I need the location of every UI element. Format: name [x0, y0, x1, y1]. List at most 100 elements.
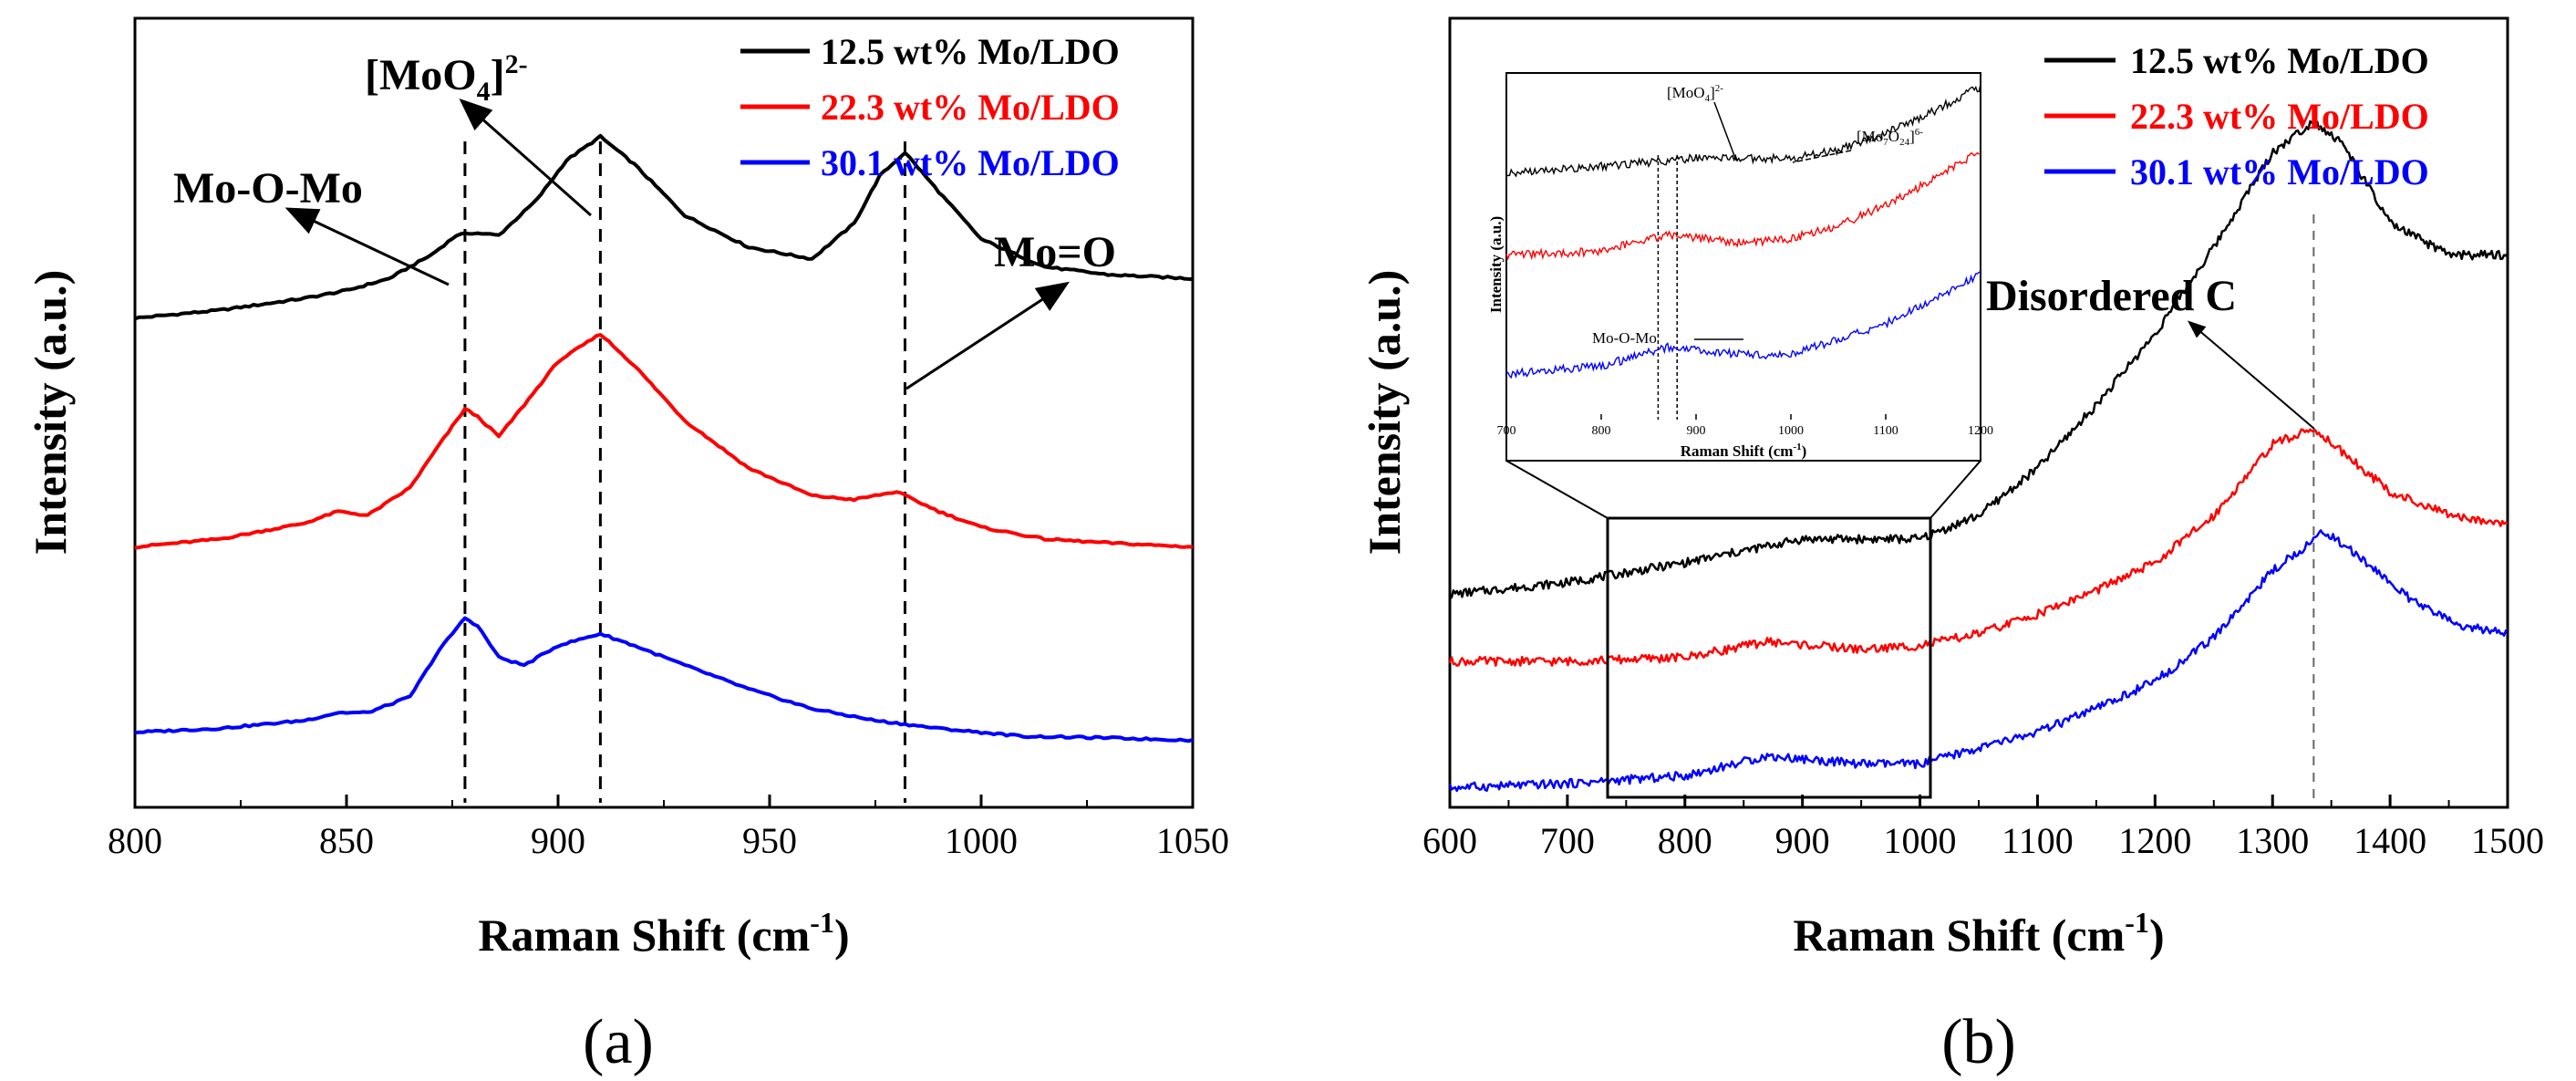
inset-x-axis-title-text: Raman Shift (cm [1681, 442, 1794, 460]
annotation-text-mo-o-mo: Mo-O-Mo [173, 164, 363, 213]
series-line-b-1 [1450, 120, 2509, 599]
x-axis-title-a-sup: -1 [810, 906, 834, 939]
x-axis-title-b-sup: -1 [2125, 906, 2149, 939]
x-tick-label-b-1500: 1500 [2471, 820, 2544, 861]
legend-a-label-2: 22.3 wt% Mo/LDO [821, 87, 1120, 128]
x-axis-title-b-end: ) [2149, 909, 2165, 961]
legend-a: 12.5 wt% Mo/LDO 22.3 wt% Mo/LDO 30.1 wt%… [740, 31, 1120, 183]
inset-annotation-moo4-close: ] [1710, 84, 1715, 101]
inset-x-tick-label-900: 900 [1687, 424, 1706, 438]
x-tick-label-b-1200: 1200 [2118, 820, 2191, 861]
legend-a-label-1: 12.5 wt% Mo/LDO [821, 31, 1120, 72]
arrow-mo-eq-o [905, 281, 1071, 390]
arrow-disordered-c [2187, 320, 2315, 430]
annotation-text-disordered-c: Disordered C [1986, 272, 2237, 320]
x-tick-label-b-1000: 1000 [1884, 820, 1957, 861]
series-line-a-1 [134, 133, 1194, 321]
annotation-mo-o-mo: Mo-O-Mo [173, 164, 450, 286]
series-line-a-2 [134, 333, 1194, 550]
series-b [1448, 120, 2509, 793]
inset-series-line-1 [1505, 83, 1981, 178]
x-axis-title-a-end: ) [834, 909, 850, 961]
inset-annotation-moo4-base: [MoO [1667, 84, 1705, 101]
legend-a-label-3: 30.1 wt% Mo/LDO [821, 142, 1120, 183]
series-line-b-2 [1448, 428, 2509, 667]
inset-frame [1505, 72, 1981, 462]
inset-annotation-mo7o24-close: ] [1909, 128, 1915, 145]
inset-x-ticks: 700 800 900 1000 1100 1200 [1497, 414, 1993, 438]
inset-annotation-moo4: [MoO4]2- [1667, 83, 1723, 104]
inset-annotation-moo4-sup: 2- [1715, 83, 1724, 94]
series-a [134, 133, 1194, 743]
x-axis-title-b: Raman Shift (cm-1) [1793, 906, 2164, 961]
x-tick-label-a-1050: 1050 [1156, 820, 1229, 861]
plot-frame-a [133, 16, 1195, 809]
annotation-moo4-base: [MoO [365, 51, 477, 99]
inset-arrow-moo4 [1713, 101, 1737, 161]
annotation-moo4-sub: 4 [477, 77, 491, 107]
panel-label-b: (b) [1941, 1007, 2016, 1077]
inset-series-line-3 [1505, 271, 1981, 379]
legend-b-label-3: 30.1 wt% Mo/LDO [2130, 151, 2429, 192]
x-tick-label-b-600: 600 [1422, 820, 1477, 861]
inset-x-tick-label-800: 800 [1592, 424, 1611, 438]
legend-b-label-1: 12.5 wt% Mo/LDO [2130, 40, 2429, 81]
annotation-text-moo4: [MoO4]2- [365, 49, 528, 107]
inset-annotation-mo7o24-mid: O [1888, 128, 1899, 145]
x-ticks-a: 800 850 900 950 1000 1050 [108, 795, 1229, 861]
inset-vlines [1657, 155, 1678, 420]
x-tick-label-a-850: 850 [319, 820, 374, 861]
inset-arrow-mo7o24 [1792, 150, 1852, 163]
inset-annotation-mo7o24: [Mo7O24]6- [1857, 127, 1923, 148]
annotation-moo4: [MoO4]2- [365, 49, 592, 217]
inset-y-axis-title: Intensity (a.u.) [1487, 216, 1505, 313]
zoom-connector-right [1929, 460, 1981, 519]
x-tick-label-b-1100: 1100 [2002, 820, 2074, 861]
panel-label-a: (a) [583, 1007, 654, 1077]
legend-b-label-2: 22.3 wt% Mo/LDO [2130, 96, 2429, 137]
arrow-moo4 [459, 99, 592, 217]
inset-annotation-mo7o24-sup: 6- [1915, 127, 1924, 138]
x-tick-label-b-1400: 1400 [2354, 820, 2426, 861]
inset-x-tick-label-700: 700 [1497, 424, 1516, 438]
vlines-a [463, 141, 906, 803]
inset-annotation-moo4-sub: 4 [1705, 93, 1711, 104]
inset-x-axis-title-end: ) [1802, 442, 1807, 460]
zoom-connector-left [1505, 460, 1609, 519]
inset-x-tick-label-1100: 1100 [1873, 424, 1898, 438]
zoom-region-box [1606, 516, 1932, 799]
x-tick-label-a-1000: 1000 [945, 820, 1018, 861]
annotation-mo-eq-o: Mo=O [905, 228, 1116, 390]
annotation-text-mo-eq-o: Mo=O [994, 228, 1116, 276]
annotation-moo4-sup: 2- [505, 49, 528, 79]
x-tick-label-b-700: 700 [1540, 820, 1595, 861]
x-tick-label-b-800: 800 [1658, 820, 1712, 861]
inset-x-tick-label-1000: 1000 [1778, 424, 1804, 438]
x-axis-title-b-text: Raman Shift (cm [1793, 909, 2125, 961]
series-line-b-3 [1448, 529, 2509, 793]
inset-series [1505, 83, 1981, 379]
x-tick-label-a-900: 900 [531, 820, 585, 861]
inset-annotation-mo7o24-base: [Mo [1857, 128, 1883, 145]
x-tick-label-b-1300: 1300 [2236, 820, 2309, 861]
inset-plot: 700 800 900 1000 1100 1200 [MoO4]2- [Mo7O24]6… [1487, 72, 1993, 462]
legend-b: 12.5 wt% Mo/LDO 22.3 wt% Mo/LDO 30.1 wt%… [2044, 40, 2429, 192]
inset-annotation-mo7o24-sub1: 7 [1883, 137, 1888, 148]
inset-series-line-2 [1505, 151, 1981, 261]
x-tick-label-a-950: 950 [742, 820, 797, 861]
inset-annotation-mo7o24-sub2: 24 [1899, 137, 1910, 148]
x-axis-title-a-text: Raman Shift (cm [478, 909, 810, 961]
arrow-mo-o-mo [284, 207, 450, 286]
chart-panel-b: 600 700 800 900 1000 1100 1200 1300 1400 1500 700… [1359, 16, 2544, 1077]
chart-panel-a: 800 850 900 950 1000 1050 Mo-O-Mo [MoO4]2- Mo… [25, 16, 1229, 1077]
series-line-a-3 [134, 616, 1194, 743]
inset-x-axis-title-sup: -1 [1793, 442, 1801, 452]
x-tick-label-b-900: 900 [1775, 820, 1830, 861]
inset-x-axis-title: Raman Shift (cm-1) [1681, 442, 1807, 460]
x-ticks-b: 600 700 800 900 1000 1100 1200 1300 1400 1500 [1422, 795, 2544, 861]
inset-x-tick-label-1200: 1200 [1968, 424, 1993, 438]
y-axis-title-a: Intensity (a.u.) [25, 270, 76, 556]
y-axis-title-b: Intensity (a.u.) [1359, 270, 1410, 556]
x-tick-label-a-800: 800 [108, 820, 162, 861]
